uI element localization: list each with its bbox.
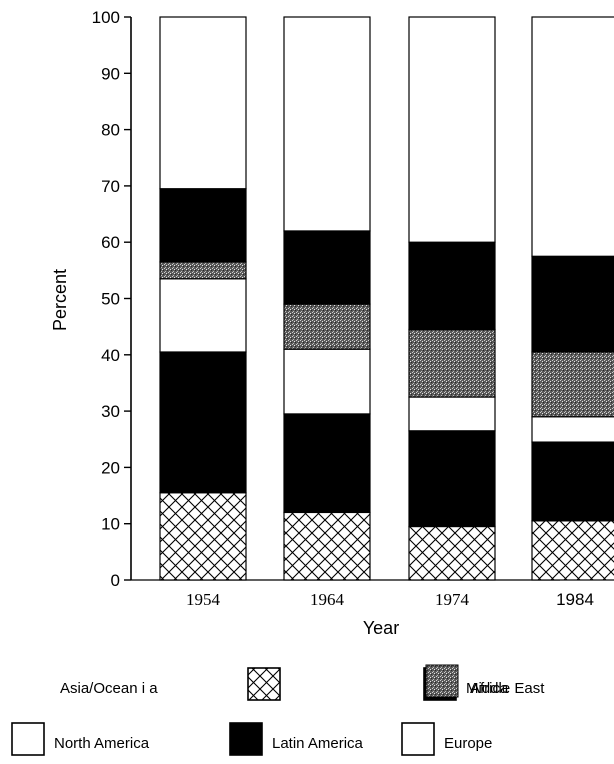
bar-segment-north-america-1954 <box>159 278 247 353</box>
y-tick-label: 40 <box>101 346 120 365</box>
x-tick-label: 1964 <box>310 590 345 609</box>
y-ticks: 0 10 20 30 40 50 60 70 80 90 100 <box>92 8 131 590</box>
bar-segment-europe-1984 <box>531 16 614 257</box>
legend-swatch-asia-ocean-i-a <box>247 667 281 701</box>
bar-segment-middle-east-1984 <box>531 255 614 353</box>
x-tick-labels: 1954 1964 1974 1984 <box>186 590 594 609</box>
bar-segment-north-america-1964 <box>283 348 371 415</box>
bar-segment-asia-ocean-i-a-1984 <box>531 520 614 581</box>
y-tick-label: 70 <box>101 177 120 196</box>
bar-stack-1964 <box>283 16 371 581</box>
legend-label-europe: Europe <box>444 735 492 752</box>
legend-label-north-america: North America <box>54 735 150 752</box>
x-tick-label: 1974 <box>435 590 470 609</box>
bars <box>159 16 614 581</box>
bar-stack-1974 <box>408 16 496 581</box>
x-tick-label: 1984 <box>556 590 594 609</box>
bar-segment-africa-1964 <box>283 303 371 350</box>
bar-segment-middle-east-1954 <box>159 188 247 263</box>
bar-segment-africa-1974 <box>408 328 496 398</box>
legend-label-asia-ocean-i-a: Asia/Ocean i a <box>60 680 158 697</box>
y-tick-label: 0 <box>111 571 120 590</box>
bar-segment-africa-1984 <box>531 351 614 418</box>
bar-segment-latin-america-1984 <box>531 441 614 522</box>
bar-stack-1954 <box>159 16 247 581</box>
bar-segment-latin-america-1964 <box>283 413 371 514</box>
y-axis: 0 10 20 30 40 50 60 70 80 90 100 <box>92 8 132 590</box>
y-tick-label: 100 <box>92 8 120 27</box>
bar-segment-latin-america-1974 <box>408 430 496 528</box>
bar-segment-asia-ocean-i-a-1964 <box>283 511 371 581</box>
bar-segment-middle-east-1974 <box>408 241 496 331</box>
y-axis-title: Percent <box>50 269 70 331</box>
legend-swatch-latin-america <box>229 722 263 756</box>
y-tick-label: 50 <box>101 290 120 309</box>
legend-swatch-africa <box>425 664 459 698</box>
bar-segment-europe-1964 <box>283 16 371 232</box>
y-tick-label: 20 <box>101 458 120 477</box>
legend-label-latin-america: Latin America <box>272 735 364 752</box>
legend-label-africa: Africa <box>470 680 509 697</box>
x-axis-title: Year <box>363 618 399 638</box>
bar-stack-1984 <box>531 16 614 581</box>
x-tick-label: 1954 <box>186 590 221 609</box>
bar-segment-middle-east-1964 <box>283 230 371 305</box>
bar-segment-north-america-1974 <box>408 396 496 432</box>
bar-segment-europe-1974 <box>408 16 496 243</box>
bar-segment-asia-ocean-i-a-1954 <box>159 492 247 581</box>
legend-swatch-north-america <box>11 722 45 756</box>
bar-segment-asia-ocean-i-a-1974 <box>408 525 496 581</box>
y-tick-label: 30 <box>101 402 120 421</box>
bar-segment-africa-1954 <box>159 261 247 280</box>
legend-label-middle-east: Middle East <box>466 680 545 697</box>
legend-swatch-europe <box>401 722 435 756</box>
y-tick-label: 10 <box>101 515 120 534</box>
bar-segment-latin-america-1954 <box>159 351 247 494</box>
y-tick-label: 90 <box>101 64 120 83</box>
y-tick-label: 60 <box>101 233 120 252</box>
y-tick-label: 80 <box>101 121 120 140</box>
bar-segment-north-america-1984 <box>531 416 614 443</box>
bar-segment-europe-1954 <box>159 16 247 190</box>
